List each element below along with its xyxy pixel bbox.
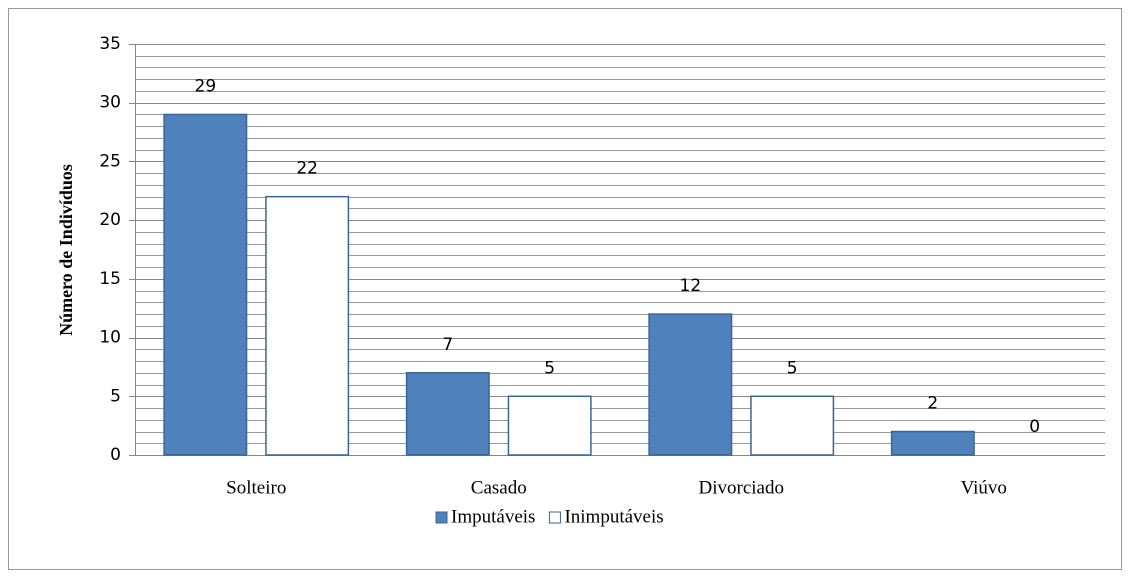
value-label: 12 bbox=[680, 276, 702, 296]
bar bbox=[405, 372, 490, 456]
y-tick-label: 25 bbox=[99, 151, 121, 171]
value-label: 29 bbox=[195, 76, 217, 96]
y-tick-label: 15 bbox=[99, 269, 121, 289]
legend-label: Imputáveis bbox=[451, 506, 535, 527]
legend-label: Inimputáveis bbox=[564, 506, 663, 527]
bar bbox=[163, 113, 248, 456]
y-tick-label: 0 bbox=[110, 445, 121, 465]
bar bbox=[265, 195, 350, 456]
bar bbox=[890, 430, 975, 456]
x-tick-label: Casado bbox=[471, 477, 527, 498]
y-tick-label: 30 bbox=[99, 93, 121, 113]
legend-swatch bbox=[435, 511, 448, 524]
y-tick-label: 10 bbox=[99, 328, 121, 348]
value-label: 22 bbox=[296, 159, 318, 179]
value-label: 5 bbox=[787, 358, 798, 378]
value-label: 7 bbox=[442, 335, 453, 355]
x-tick-label: Viúvo bbox=[961, 477, 1007, 498]
x-tick-label: Solteiro bbox=[226, 477, 286, 498]
y-tick-label: 35 bbox=[99, 34, 121, 54]
legend-swatch bbox=[548, 511, 561, 524]
y-tick-label: 5 bbox=[110, 386, 121, 406]
value-label: 5 bbox=[544, 358, 555, 378]
bar bbox=[648, 313, 733, 456]
y-tick-label: 20 bbox=[99, 210, 121, 230]
bar bbox=[750, 395, 835, 456]
y-axis-title: Número de Indivíduos bbox=[56, 164, 76, 336]
value-label: 0 bbox=[1029, 417, 1040, 437]
x-tick-label: Divorciado bbox=[699, 477, 784, 498]
bar bbox=[507, 395, 592, 456]
value-label: 2 bbox=[927, 394, 938, 414]
